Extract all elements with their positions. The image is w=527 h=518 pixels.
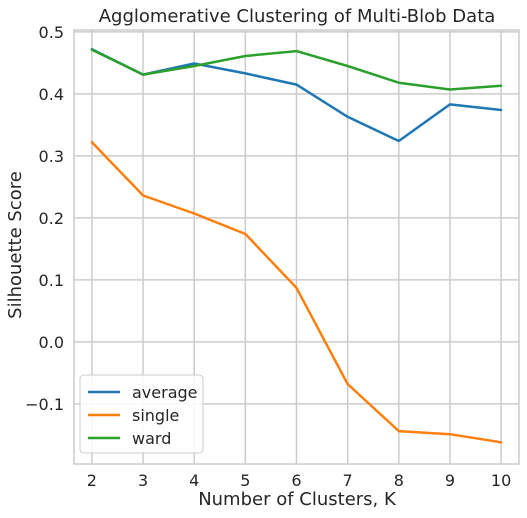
y-tick-label: −0.1 <box>25 395 64 414</box>
series-line-single <box>90 140 503 444</box>
x-tick-label: 5 <box>240 471 250 490</box>
x-tick-label: 10 <box>491 471 511 490</box>
x-tick-label: 6 <box>291 471 301 490</box>
x-axis-title: Number of Clusters, K <box>198 489 397 510</box>
series-lines <box>90 47 503 444</box>
x-axis-ticks: 2 3 4 5 6 7 8 9 10 <box>87 471 511 490</box>
y-tick-label: 0.5 <box>39 23 64 42</box>
y-tick-label: 0.1 <box>39 271 64 290</box>
legend: average single ward <box>79 374 204 454</box>
legend-label-average: average <box>132 383 198 402</box>
x-tick-label: 3 <box>138 471 148 490</box>
y-tick-label: 0.0 <box>39 333 64 352</box>
x-tick-label: 9 <box>445 471 455 490</box>
y-axis-title: Silhouette Score <box>5 171 26 319</box>
y-tick-label: 0.2 <box>39 209 64 228</box>
legend-box <box>79 374 204 454</box>
chart-title: Agglomerative Clustering of Multi-Blob D… <box>99 6 496 27</box>
y-axis-ticks: −0.1 0.0 0.1 0.2 0.3 0.4 0.5 <box>25 23 64 414</box>
grid <box>74 30 519 464</box>
y-tick-label: 0.3 <box>39 147 64 166</box>
plot-area-frame <box>73 29 520 465</box>
y-tick-label: 0.4 <box>39 85 64 104</box>
x-tick-label: 2 <box>87 471 97 490</box>
x-tick-label: 8 <box>394 471 404 490</box>
x-tick-label: 7 <box>343 471 353 490</box>
series-line-ward <box>90 48 503 91</box>
legend-label-single: single <box>132 406 179 425</box>
legend-label-ward: ward <box>132 429 171 448</box>
x-tick-label: 4 <box>189 471 199 490</box>
